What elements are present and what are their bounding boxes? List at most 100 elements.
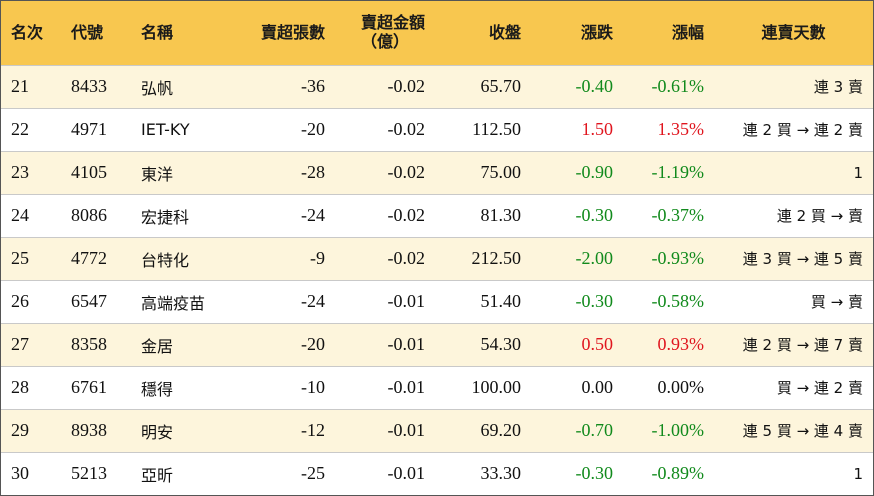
cell-name: 穩得: [141, 379, 174, 399]
cell-net-sell-amount: -0.01: [387, 377, 426, 397]
cell-rank: 28: [11, 377, 29, 397]
cell-close: 33.30: [480, 463, 522, 484]
cell-name: 高端疫苗: [141, 293, 206, 313]
cell-rank: 29: [11, 420, 29, 440]
cell-rank: 21: [11, 76, 29, 96]
cell-streak: 買 → 連 2 賣: [776, 379, 863, 397]
cell-change-pct: -0.61%: [651, 76, 705, 96]
cell-streak: 連 5 買 → 連 4 賣: [742, 422, 863, 440]
cell-change-pct: -0.89%: [651, 463, 705, 484]
cell-net-sell-lots: -20: [301, 334, 325, 354]
cell-change: 0.00: [581, 377, 614, 397]
header-name[interactable]: 名稱: [141, 22, 174, 42]
table-row[interactable]: 28 6761 穩得 -10 -0.01 100.00 0.00 0.00% 買 → 連 2 賣: [1, 366, 873, 409]
cell-change: -0.30: [575, 463, 614, 484]
cell-name: 宏捷科: [141, 207, 190, 227]
header-close[interactable]: 收盤: [488, 22, 521, 42]
table-row[interactable]: 23 4105 東洋 -28 -0.02 75.00 -0.90 -1.19% 1: [1, 151, 873, 194]
table-row[interactable]: 27 8358 金居 -20 -0.01 54.30 0.50 0.93% 連 2 買 → 連 …: [1, 323, 873, 366]
table-row[interactable]: 29 8938 明安 -12 -0.01 69.20 -0.70 -1.00% 連 5 買 → …: [1, 409, 873, 452]
cell-change-pct: -0.58%: [651, 291, 705, 311]
cell-name: 明安: [141, 422, 174, 442]
cell-change-pct: 0.00%: [657, 377, 705, 397]
cell-code: 8358: [71, 334, 107, 354]
cell-streak: 1: [853, 464, 863, 483]
cell-code: 8433: [71, 76, 107, 96]
table-row[interactable]: 21 8433 弘帆 -36 -0.02 65.70 -0.40 -0.61% 連 3 賣: [1, 65, 873, 108]
header-change[interactable]: 漲跌: [580, 22, 613, 42]
table-row[interactable]: 26 6547 高端疫苗 -24 -0.01 51.40 -0.30 -0.58% 買 → 賣: [1, 280, 873, 323]
cell-close: 100.00: [471, 377, 522, 397]
cell-streak: 連 2 買 → 連 2 賣: [742, 121, 863, 139]
cell-name: 弘帆: [141, 78, 174, 98]
cell-rank: 25: [11, 248, 29, 268]
header-change-pct[interactable]: 漲幅: [671, 22, 704, 42]
table-header: 名次 代號 名稱 賣超張數 賣超金額 （億） 收盤 漲跌 漲幅 連賣天數: [1, 1, 873, 65]
cell-net-sell-amount: -0.01: [387, 420, 426, 440]
cell-net-sell-amount: -0.01: [387, 334, 426, 354]
cell-streak: 連 2 買 → 賣: [776, 207, 863, 225]
header-net-sell-amount[interactable]: 賣超金額 （億）: [335, 1, 435, 65]
cell-rank: 24: [11, 205, 29, 225]
cell-change: -0.30: [575, 291, 614, 311]
cell-name: 東洋: [141, 164, 174, 184]
header-net-sell-lots[interactable]: 賣超張數: [260, 22, 325, 42]
cell-net-sell-lots: -20: [301, 119, 325, 139]
cell-change-pct: -0.93%: [651, 248, 705, 268]
cell-net-sell-amount: -0.02: [387, 119, 426, 139]
cell-rank: 23: [11, 162, 29, 182]
table-body: 21 8433 弘帆 -36 -0.02 65.70 -0.40 -0.61% 連 3 賣 22 4…: [1, 65, 873, 495]
cell-rank: 30: [11, 463, 29, 484]
cell-change: -2.00: [575, 248, 614, 268]
cell-net-sell-lots: -36: [301, 76, 325, 96]
cell-net-sell-lots: -10: [301, 377, 325, 397]
cell-close: 75.00: [480, 162, 522, 182]
cell-rank: 26: [11, 291, 29, 311]
cell-close: 212.50: [471, 248, 522, 268]
cell-code: 8086: [71, 205, 107, 225]
cell-change: 0.50: [581, 334, 614, 354]
cell-code: 8938: [71, 420, 107, 440]
cell-change-pct: 1.35%: [657, 119, 705, 139]
header-row: 名次 代號 名稱 賣超張數 賣超金額 （億） 收盤 漲跌 漲幅 連賣天數: [1, 1, 873, 65]
cell-change: -0.90: [575, 162, 614, 182]
cell-streak: 連 2 買 → 連 7 賣: [742, 336, 863, 354]
header-rank[interactable]: 名次: [11, 22, 44, 42]
cell-net-sell-amount: -0.01: [387, 463, 426, 484]
table-row[interactable]: 24 8086 宏捷科 -24 -0.02 81.30 -0.30 -0.37% 連 2 買 →…: [1, 194, 873, 237]
cell-net-sell-lots: -9: [310, 248, 325, 268]
table-row[interactable]: 30 5213 亞昕 -25 -0.01 33.30 -0.30 -0.89% 1: [1, 452, 873, 495]
cell-net-sell-lots: -24: [301, 205, 325, 225]
header-streak[interactable]: 連賣天數: [761, 22, 826, 42]
cell-rank: 27: [11, 334, 29, 354]
cell-close: 81.30: [480, 205, 522, 225]
cell-change-pct: -1.00%: [651, 420, 705, 440]
cell-change-pct: -0.37%: [651, 205, 705, 225]
cell-rank: 22: [11, 119, 29, 139]
cell-code: 6761: [71, 377, 107, 397]
table-row[interactable]: 22 4971 IET-KY -20 -0.02 112.50 1.50 1.35% 連 2 買…: [1, 108, 873, 151]
cell-code: 4971: [71, 119, 107, 139]
cell-net-sell-lots: -28: [301, 162, 325, 182]
cell-change: 1.50: [581, 119, 614, 139]
cell-name: 台特化: [141, 250, 190, 270]
cell-streak: 連 3 賣: [813, 78, 863, 96]
cell-code: 4105: [71, 162, 107, 182]
cell-net-sell-lots: -12: [301, 420, 325, 440]
cell-change-pct: -1.19%: [651, 162, 705, 182]
cell-net-sell-amount: -0.02: [387, 162, 426, 182]
header-net-sell-amount-line2: （億）: [360, 31, 409, 51]
cell-close: 54.30: [480, 334, 522, 354]
cell-name: IET-KY: [141, 120, 190, 139]
table-row[interactable]: 25 4772 台特化 -9 -0.02 212.50 -2.00 -0.93% 連 3 買 →…: [1, 237, 873, 280]
cell-net-sell-amount: -0.02: [387, 205, 426, 225]
cell-net-sell-amount: -0.02: [387, 248, 426, 268]
cell-change: -0.40: [575, 76, 614, 96]
cell-change: -0.30: [575, 205, 614, 225]
cell-change-pct: 0.93%: [657, 334, 705, 354]
header-code[interactable]: 代號: [71, 22, 104, 42]
cell-code: 5213: [71, 463, 107, 484]
cell-change: -0.70: [575, 420, 614, 440]
